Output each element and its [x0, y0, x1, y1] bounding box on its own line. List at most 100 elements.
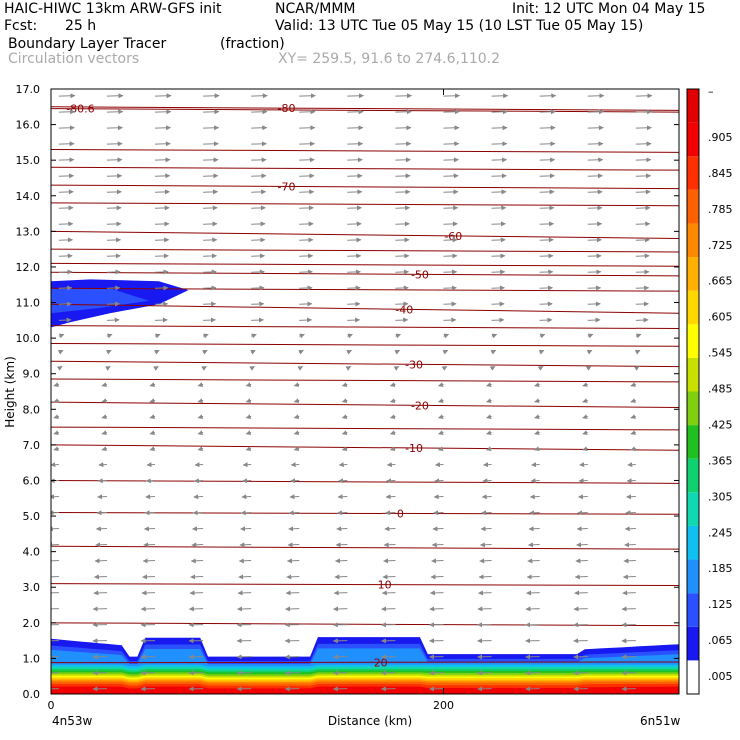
colorbar-label: .365 [708, 454, 733, 467]
field-name: Boundary Layer Tracer [8, 36, 167, 52]
circulation-vector [245, 398, 252, 403]
circulation-vector [101, 382, 108, 387]
temperature-contour [51, 545, 679, 550]
circulation-vector [486, 414, 492, 420]
circulation-vector [486, 398, 492, 403]
circulation-vector [149, 382, 156, 387]
circulation-vector [587, 109, 605, 115]
circulation-vector [480, 526, 492, 532]
circulation-vector [624, 542, 636, 548]
circulation-vector [539, 269, 554, 275]
circulation-vector [483, 462, 492, 468]
colorbar-swatch [687, 626, 699, 661]
circulation-vector [53, 382, 59, 387]
temperature-contour [51, 262, 679, 267]
circulation-vector [251, 301, 265, 307]
circulation-vector [389, 398, 396, 403]
circulation-vector [142, 574, 156, 580]
circulation-vector [249, 365, 255, 371]
circulation-vector [154, 221, 170, 227]
circulation-vector [434, 478, 444, 484]
circulation-vector [635, 285, 650, 291]
circulation-vector [149, 414, 156, 420]
circulation-vector [299, 301, 313, 307]
circulation-vector [576, 526, 588, 532]
circulation-vector [347, 141, 364, 147]
colorbar-swatch [687, 593, 699, 627]
circulation-vector [587, 173, 603, 179]
circulation-vector [587, 269, 602, 275]
circulation-vector [429, 590, 444, 596]
circulation-vector [477, 590, 492, 596]
circulation-vector [587, 205, 603, 211]
colorbar-swatch [687, 89, 699, 123]
circulation-vector [587, 141, 604, 147]
circulation-vector [144, 510, 156, 516]
circulation-vector [341, 430, 348, 436]
circulation-vector [389, 382, 396, 387]
init-time: Init: 12 UTC Mon 04 May 15 [512, 1, 706, 17]
circulation-vector [443, 189, 459, 195]
fcst-label: Fcst: [4, 18, 38, 34]
circulation-vector [106, 141, 123, 147]
circulation-vector [106, 253, 121, 259]
circulation-vector [245, 430, 252, 436]
circulation-vector [299, 173, 315, 179]
circulation-vector [630, 430, 636, 436]
temperature-contour [51, 202, 679, 207]
circulation-vector [386, 462, 396, 468]
circulation-vector [573, 606, 588, 612]
circulation-vector [154, 205, 170, 211]
circulation-vector [141, 590, 156, 596]
circulation-vector [381, 606, 396, 612]
circulation-vector [238, 574, 252, 580]
circulation-vector [154, 125, 172, 131]
circulation-vector [478, 574, 492, 580]
circulation-vector [53, 414, 59, 420]
circulation-vector [194, 462, 204, 468]
circulation-vector [106, 93, 124, 99]
circulation-vector [143, 542, 156, 548]
circulation-vector [154, 317, 168, 323]
y-tick-label: 2.0 [23, 617, 41, 630]
circulation-vector [346, 349, 352, 355]
circulation-vector [635, 173, 652, 179]
circulation-vector [635, 253, 650, 259]
circulation-vector [347, 109, 364, 115]
circulation-vector [106, 157, 123, 163]
circulation-vector [58, 125, 75, 131]
colorbar-label: .845 [708, 167, 733, 180]
circulation-vector [154, 141, 171, 147]
x-right-label: 6n51w [640, 714, 681, 728]
contour-label: -80.6 [66, 103, 94, 116]
upper-anvil-core [51, 288, 150, 314]
circulation-vector [578, 478, 588, 484]
circulation-vector [443, 221, 458, 227]
circulation-vector [154, 189, 170, 195]
circulation-vector [51, 608, 59, 610]
circulation-vector [251, 93, 268, 99]
circulation-vector [347, 205, 363, 211]
circulation-vector [299, 237, 314, 243]
circulation-vector [491, 125, 508, 131]
circulation-vector [625, 494, 636, 500]
circulation-vector [154, 269, 169, 275]
circulation-vector [58, 253, 73, 259]
circulation-vector [203, 317, 216, 323]
colorbar-swatch [687, 660, 699, 694]
circulation-vector [299, 317, 313, 323]
circulation-vector [534, 398, 540, 403]
circulation-vector [394, 349, 401, 355]
circulation-vector [443, 205, 459, 211]
circulation-vector [534, 430, 540, 436]
circulation-vector [432, 526, 444, 532]
circulation-vector [299, 221, 314, 227]
circulation-vector [574, 590, 588, 596]
circulation-vector [627, 462, 636, 468]
circulation-vector [539, 173, 555, 179]
circulation-vector [630, 382, 636, 387]
colorbar-swatch [687, 290, 699, 325]
circulation-vector [389, 414, 396, 420]
y-tick-label: 9.0 [23, 368, 41, 381]
circulation-vector [582, 446, 588, 452]
